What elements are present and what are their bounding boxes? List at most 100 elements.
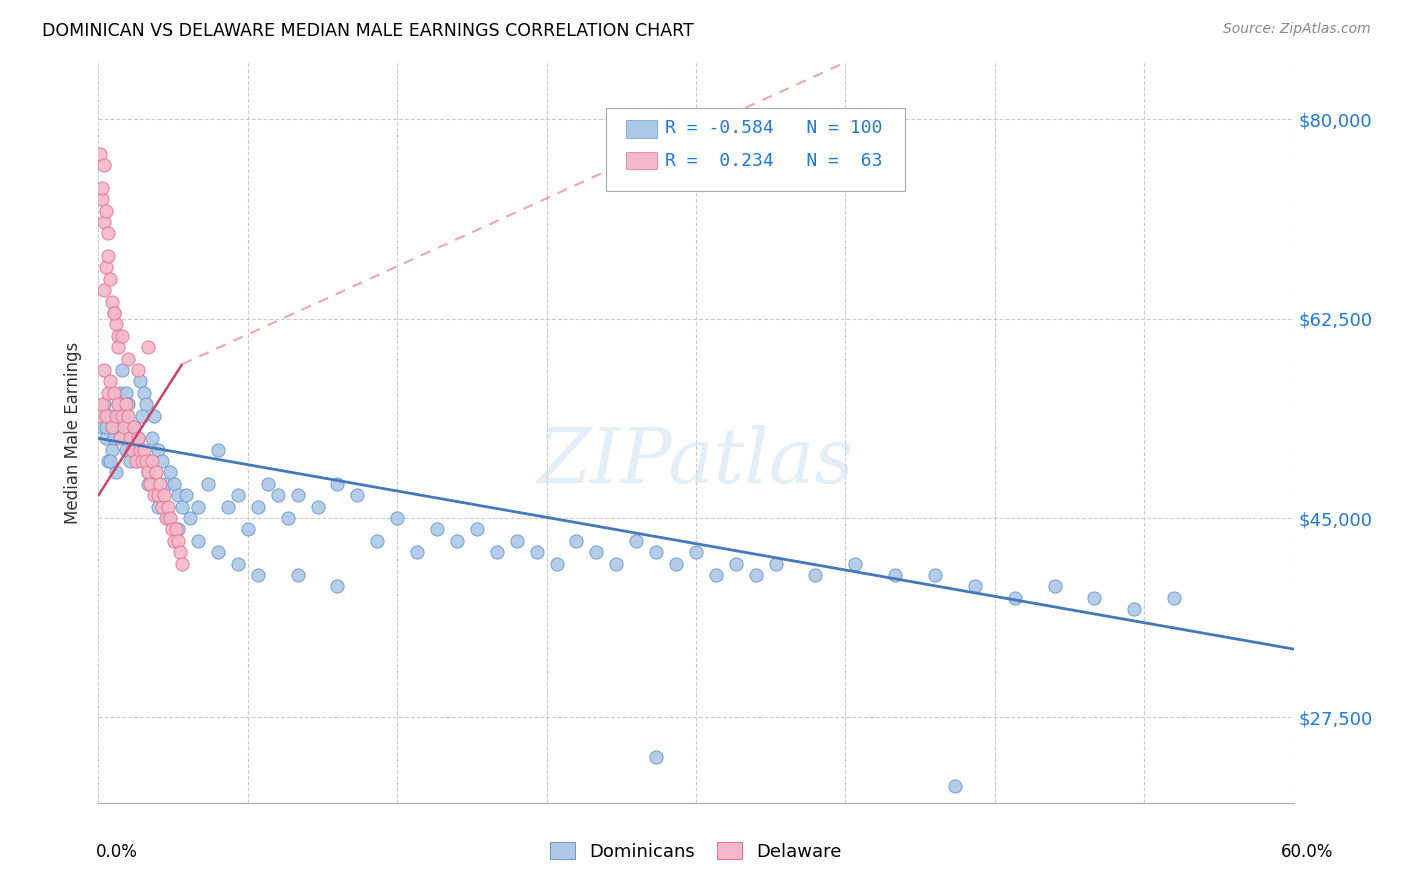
Point — [187, 500, 209, 514]
Point — [91, 180, 114, 194]
Point — [141, 454, 163, 468]
Point — [117, 397, 139, 411]
Point — [366, 533, 388, 548]
Point — [111, 420, 134, 434]
Point — [346, 488, 368, 502]
Point — [150, 500, 173, 514]
Point — [724, 557, 747, 571]
Point — [121, 442, 143, 457]
Point — [103, 385, 125, 400]
Point — [665, 557, 688, 571]
Point — [844, 557, 866, 571]
Point — [107, 397, 129, 411]
Point — [167, 488, 190, 502]
Point — [98, 454, 122, 468]
Point — [267, 488, 290, 502]
Point — [645, 545, 668, 559]
Point — [89, 146, 111, 161]
Point — [165, 523, 187, 537]
Point — [1004, 591, 1026, 605]
Point — [1083, 591, 1105, 605]
Point — [217, 500, 239, 514]
Point — [506, 533, 529, 548]
Point — [93, 283, 115, 297]
Point — [246, 568, 269, 582]
Point — [163, 476, 186, 491]
Point — [124, 420, 146, 434]
Point — [107, 340, 129, 354]
Point — [96, 203, 118, 218]
Point — [115, 397, 138, 411]
Point — [127, 363, 149, 377]
Point — [103, 306, 125, 320]
Point — [103, 431, 125, 445]
Point — [963, 579, 986, 593]
Point — [135, 397, 157, 411]
Point — [97, 227, 120, 241]
Point — [159, 511, 181, 525]
Point — [103, 420, 125, 434]
Point — [98, 272, 122, 286]
Point — [112, 420, 135, 434]
Point — [704, 568, 727, 582]
Point — [446, 533, 468, 548]
Point — [107, 409, 129, 423]
Point — [103, 306, 125, 320]
Point — [139, 476, 162, 491]
Point — [943, 779, 966, 793]
Point — [155, 476, 177, 491]
Point — [136, 340, 159, 354]
Point — [1043, 579, 1066, 593]
Point — [485, 545, 508, 559]
Point — [1163, 591, 1185, 605]
Point — [117, 409, 139, 423]
Point — [111, 409, 134, 423]
Point — [105, 318, 128, 332]
Point — [105, 409, 128, 423]
Point — [143, 488, 166, 502]
Point — [115, 442, 138, 457]
Point — [157, 500, 180, 514]
Point — [167, 523, 190, 537]
Point — [426, 523, 449, 537]
Point — [287, 568, 309, 582]
Point — [91, 397, 114, 411]
Point — [406, 545, 429, 559]
Point — [179, 511, 201, 525]
Point — [924, 568, 946, 582]
Point — [626, 533, 648, 548]
Point — [207, 545, 229, 559]
Point — [745, 568, 768, 582]
Point — [157, 511, 180, 525]
Point — [98, 409, 122, 423]
Point — [167, 533, 190, 548]
Point — [129, 442, 152, 457]
Point — [246, 500, 269, 514]
Point — [645, 750, 668, 764]
Point — [93, 215, 115, 229]
Point — [326, 476, 349, 491]
Point — [1123, 602, 1146, 616]
Point — [145, 466, 167, 480]
Point — [150, 454, 173, 468]
Point — [226, 557, 249, 571]
Text: R = -0.584   N = 100: R = -0.584 N = 100 — [665, 120, 883, 137]
Point — [127, 431, 149, 445]
Point — [187, 533, 209, 548]
Point — [131, 454, 153, 468]
Point — [174, 488, 197, 502]
Point — [93, 363, 115, 377]
Point — [685, 545, 707, 559]
Point — [143, 409, 166, 423]
Point — [765, 557, 787, 571]
Point — [120, 454, 142, 468]
Point — [127, 431, 149, 445]
Point — [91, 420, 114, 434]
Point — [107, 397, 129, 411]
Text: Source: ZipAtlas.com: Source: ZipAtlas.com — [1223, 22, 1371, 37]
Point — [160, 523, 183, 537]
Point — [97, 454, 120, 468]
Point — [121, 442, 143, 457]
Point — [96, 260, 118, 275]
Point — [91, 192, 114, 206]
